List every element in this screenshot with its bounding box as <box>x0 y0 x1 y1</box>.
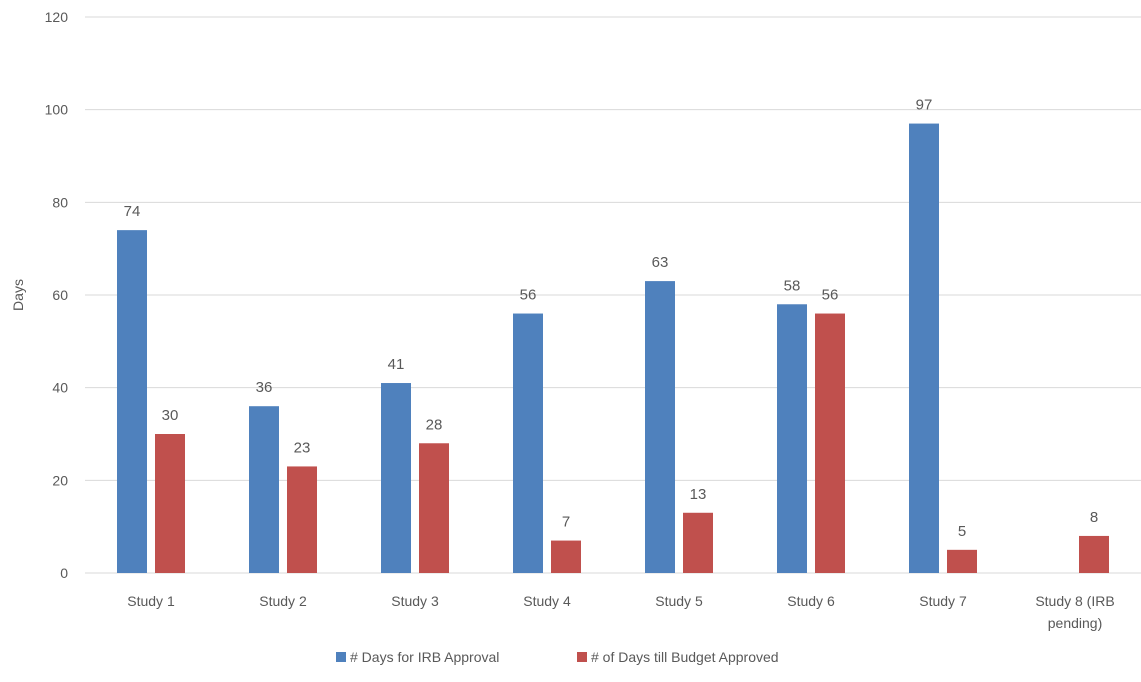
x-category-label: Study 2 <box>259 593 307 609</box>
y-tick-label: 80 <box>52 194 68 210</box>
y-tick-label: 40 <box>52 380 68 396</box>
bars <box>117 123 1109 574</box>
bar <box>777 304 807 573</box>
bar <box>1079 535 1109 573</box>
x-category-label-line: Study 1 <box>127 593 175 609</box>
x-category-label-line: Study 5 <box>655 593 703 609</box>
x-category-label-line: Study 7 <box>919 593 967 609</box>
legend: # Days for IRB Approval # of Days till Bu… <box>336 649 779 665</box>
y-tick-label: 0 <box>60 565 68 581</box>
bar <box>947 549 977 573</box>
data-label: 56 <box>520 287 537 304</box>
data-label: 13 <box>690 486 707 503</box>
bar <box>249 406 279 573</box>
y-tick-label: 120 <box>45 9 69 25</box>
x-category-label: Study 3 <box>391 593 439 609</box>
bar <box>815 313 845 573</box>
data-label: 23 <box>294 439 311 456</box>
bar <box>645 281 675 573</box>
x-category-label-line: Study 2 <box>259 593 307 609</box>
data-label: 74 <box>124 203 141 220</box>
data-label: 7 <box>562 514 570 531</box>
x-category-label-line: Study 3 <box>391 593 439 609</box>
data-label: 58 <box>784 277 801 294</box>
bar <box>155 434 185 573</box>
data-label: 63 <box>652 254 669 271</box>
bar <box>287 466 317 573</box>
x-category-label: Study 1 <box>127 593 175 609</box>
data-label: 28 <box>426 416 443 433</box>
data-label: 30 <box>162 407 179 424</box>
y-tick-label: 20 <box>52 472 68 488</box>
data-label: 8 <box>1090 509 1098 526</box>
x-category-label-line: Study 8 (IRB <box>1035 593 1114 609</box>
bar <box>909 123 939 574</box>
x-category-label: Study 5 <box>655 593 703 609</box>
y-tick-label: 60 <box>52 287 68 303</box>
legend-label: # of Days till Budget Approved <box>591 649 779 665</box>
legend-swatch <box>577 652 587 662</box>
bar <box>419 443 449 573</box>
x-category-label: Study 7 <box>919 593 967 609</box>
x-axis-categories: Study 1 Study 2 Study 3 Study 4 Study 5 Study… <box>127 593 1114 631</box>
bar <box>683 512 713 573</box>
data-label: 36 <box>256 379 273 396</box>
x-category-label-line: Study 4 <box>523 593 571 609</box>
y-axis-ticks: 0 20 40 60 80 100 120 <box>45 9 69 581</box>
bar <box>551 540 581 573</box>
data-label: 97 <box>916 97 933 114</box>
gridlines <box>85 16 1141 574</box>
x-category-label-line: Study 6 <box>787 593 835 609</box>
bar <box>381 383 411 573</box>
data-label: 41 <box>388 356 405 373</box>
x-category-label-line: pending) <box>1048 615 1103 631</box>
y-axis-title: Days <box>10 279 26 311</box>
x-category-label: Study 6 <box>787 593 835 609</box>
legend-swatch <box>336 652 346 662</box>
x-category-label: Study 4 <box>523 593 571 609</box>
y-tick-label: 100 <box>45 102 69 118</box>
bar <box>513 313 543 573</box>
data-label: 56 <box>822 287 839 304</box>
bar <box>117 230 147 573</box>
x-category-label: Study 8 (IRB pending) <box>1035 593 1114 631</box>
data-label: 5 <box>958 523 966 540</box>
legend-label: # Days for IRB Approval <box>350 649 499 665</box>
